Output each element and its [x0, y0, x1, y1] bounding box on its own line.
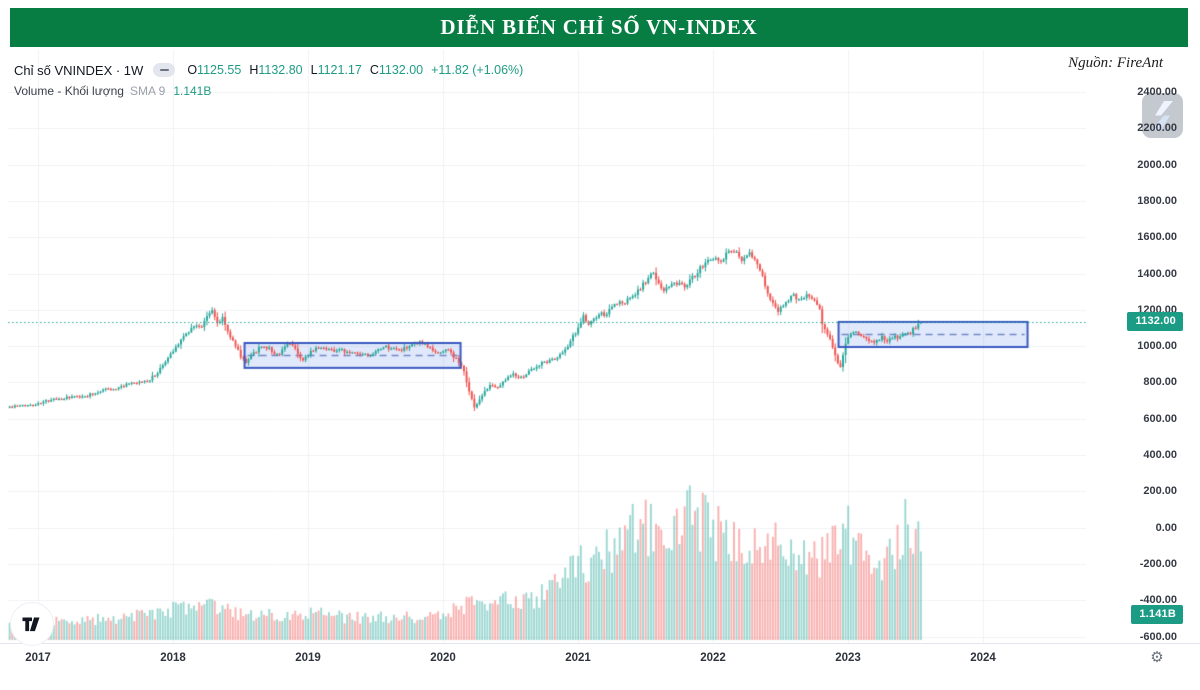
time-axis-label: 2023	[835, 652, 861, 664]
minus-icon	[159, 69, 169, 71]
price-axis-label: 1000.00	[1137, 340, 1177, 353]
time-axis-label: 2020	[430, 652, 456, 664]
time-axis-separator	[0, 643, 1200, 644]
price-axis-label: -200.00	[1139, 557, 1177, 570]
time-axis-label: 2022	[700, 652, 726, 664]
time-axis-label: 2019	[295, 652, 321, 664]
time-axis-label: 2021	[565, 652, 591, 664]
price-axis-label: 800.00	[1143, 376, 1177, 389]
price-axis-label: 600.00	[1143, 412, 1177, 425]
price-axis-label: 1600.00	[1137, 231, 1177, 244]
time-axis-label: 2018	[160, 652, 186, 664]
chart-legend: Chỉ số VNINDEX · 1W O1125.55 H1132.80 L1…	[14, 61, 523, 99]
source-credit: Nguồn: FireAnt	[1068, 55, 1163, 71]
sma-label: SMA 9	[129, 84, 166, 98]
volume-badge: 1.141B	[1131, 605, 1183, 624]
hide-indicator-icon[interactable]	[153, 63, 176, 77]
close-value: C1132.00	[369, 63, 424, 77]
time-axis-label: 2024	[970, 652, 996, 664]
price-axis-label: 0.00	[1155, 521, 1177, 534]
symbol-title[interactable]: Chỉ số VNINDEX · 1W	[14, 62, 144, 78]
change-value: +11.82 (+1.06%)	[431, 63, 524, 77]
tradingview-logo[interactable]	[11, 603, 53, 645]
page-title: DIỄN BIẾN CHỈ SỐ VN-INDEX	[440, 15, 758, 39]
price-axis-label: 200.00	[1143, 485, 1177, 498]
volume-value: 1.141B	[173, 84, 212, 98]
open-value: O1125.55	[187, 63, 242, 77]
title-banner: DIỄN BIẾN CHỈ SỐ VN-INDEX	[10, 8, 1188, 47]
last-price-badge: 1132.00	[1127, 312, 1183, 332]
price-axis-label: -400.00	[1139, 594, 1177, 607]
volume-indicator-label[interactable]: Volume - Khối lượng	[14, 84, 124, 98]
low-value: L1121.17	[310, 63, 362, 77]
price-axis-label: 2400.00	[1137, 86, 1177, 98]
high-value: H1132.80	[249, 63, 303, 77]
price-axis-label: 1800.00	[1137, 194, 1177, 207]
lightning-s-icon	[1152, 101, 1173, 130]
price-axis-label: 400.00	[1143, 449, 1177, 461]
price-axis-label: -600.00	[1139, 630, 1177, 643]
tradingview-mark-icon	[22, 617, 40, 631]
price-axis-label: 1400.00	[1137, 267, 1177, 280]
price-axis-label: 2200.00	[1137, 122, 1177, 135]
ohlc-values: O1125.55 H1132.80 L1121.17 C1132.00 +11.…	[187, 63, 523, 77]
broker-logo-watermark	[1142, 93, 1183, 138]
settings-gear-icon[interactable]: ⚙	[1150, 648, 1164, 666]
symbol-row: Chỉ số VNINDEX · 1W O1125.55 H1132.80 L1…	[14, 61, 523, 79]
volume-row: Volume - Khối lượng SMA 9 1.141B	[14, 84, 523, 98]
time-axis-label: 2017	[25, 652, 51, 664]
price-axis-label: 2000.00	[1137, 158, 1177, 171]
